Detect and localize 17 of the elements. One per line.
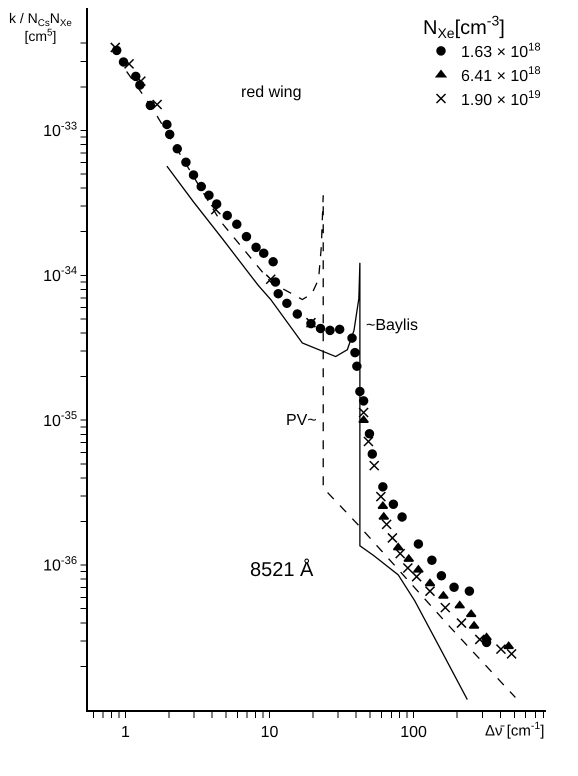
legend-label: 6.41 × 10$^{18}$ xyxy=(461,65,541,85)
legend-label: 1.90 × 10$^{19}$ xyxy=(461,89,541,109)
annotation: red wing xyxy=(241,84,302,101)
annotation: 8521 Å xyxy=(250,558,314,581)
y-tick-label: 10$^{-35}$ xyxy=(43,410,78,430)
y-tick-label: 10$^{-34}$ xyxy=(43,265,78,285)
y-tick-label: 10$^{-33}$ xyxy=(43,120,78,140)
x-axis-title: Δν̄ [cm$^{-1}$] xyxy=(485,720,544,740)
annotation: ~Baylis xyxy=(366,317,418,334)
annotation: PV~ xyxy=(286,412,317,429)
legend-label: 1.63 × 10$^{18}$ xyxy=(461,41,541,62)
y-tick-label: 10$^{-36}$ xyxy=(43,554,78,575)
text: k / N$_{Cs}$N$_{Xe}$ [cm$^{5}$] xyxy=(9,10,72,44)
x-tick-label: 10 xyxy=(260,724,278,741)
legend-title: N$_{Xe}$[cm$^{-3}$] xyxy=(423,12,505,42)
x-tick-label: 1 xyxy=(120,724,130,741)
x-tick-label: 100 xyxy=(400,724,428,741)
